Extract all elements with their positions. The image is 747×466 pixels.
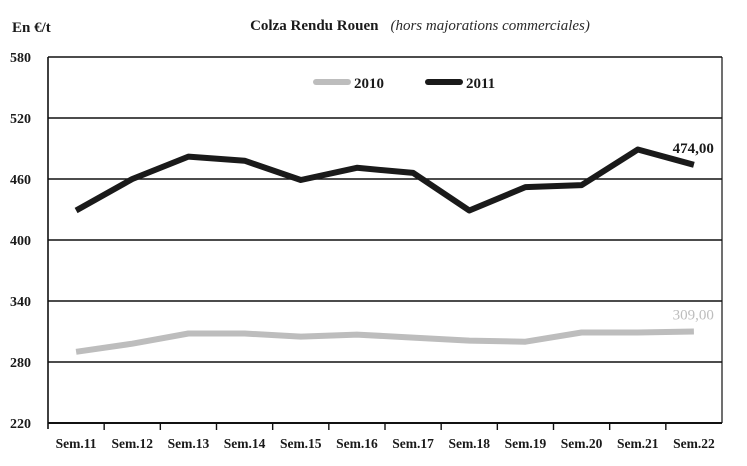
y-tick-label: 280 — [10, 356, 31, 371]
data-labels: 309,00 474,00 — [673, 141, 714, 324]
chart-title-main: Colza Rendu Rouen — [250, 18, 379, 34]
x-tick-label: Sem.14 — [224, 436, 266, 451]
series-line-2011 — [74, 146, 695, 214]
x-tick-label: Sem.12 — [111, 436, 153, 451]
data-label-2011: 474,00 — [673, 141, 714, 157]
x-tick-label: Sem.13 — [168, 436, 210, 451]
data-label-2010: 309,00 — [673, 308, 714, 324]
x-tick-label: Sem.17 — [392, 436, 434, 451]
y-tick-label: 460 — [10, 173, 31, 188]
chart-title: Colza Rendu Rouen (hors majorations comm… — [250, 17, 590, 34]
x-axis-ticks: Sem.11 Sem.12 Sem.13 Sem.14 Sem.15 Sem.16 Sem.… — [56, 436, 715, 451]
x-tick-label: Sem.18 — [448, 436, 490, 451]
series-line-2010 — [75, 328, 694, 355]
legend-label-2010: 2010 — [354, 76, 384, 92]
legend-label-2011: 2011 — [466, 76, 495, 92]
y-tick-label: 400 — [10, 234, 31, 249]
gridlines — [47, 56, 723, 430]
x-tick-label: Sem.15 — [280, 436, 322, 451]
x-tick-label: Sem.22 — [673, 436, 715, 451]
y-tick-label: 580 — [10, 51, 31, 66]
y-axis-unit-label: En €/t — [12, 20, 51, 36]
series-lines — [74, 146, 695, 355]
x-tick-label: Sem.11 — [56, 436, 97, 451]
y-tick-label: 340 — [10, 295, 31, 310]
x-tick-label: Sem.19 — [505, 436, 547, 451]
x-tick-label: Sem.20 — [561, 436, 603, 451]
y-tick-label: 220 — [10, 417, 31, 432]
x-tick-label: Sem.21 — [617, 436, 659, 451]
y-tick-label: 520 — [10, 112, 31, 127]
legend: 2010 2011 — [313, 76, 495, 92]
chart-subtitle: (hors majorations commerciales) — [390, 18, 589, 34]
x-tick-label: Sem.16 — [336, 436, 378, 451]
y-axis-ticks: 580 520 460 400 340 280 220 — [10, 51, 31, 432]
